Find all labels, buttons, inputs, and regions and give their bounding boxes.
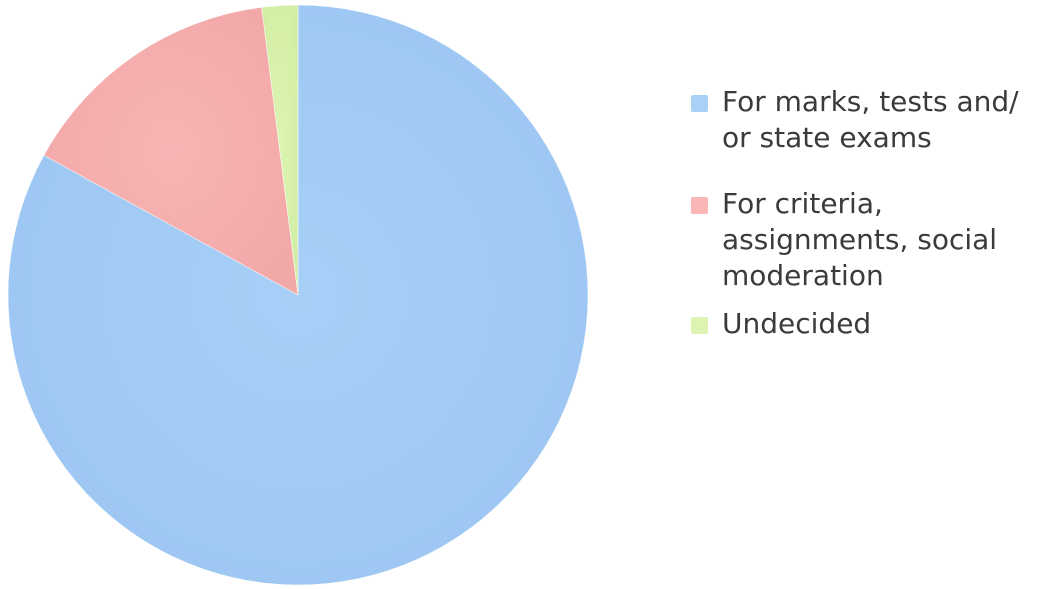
pie-slice-undecided — [261, 4, 299, 296]
legend-swatch-marks — [691, 95, 708, 112]
legend-item-criteria-assignments: For criteria, assignments, social modera… — [690, 186, 1045, 294]
legend-label-undecided: Undecided — [722, 307, 872, 340]
legend-item-marks-tests-exams: For marks, tests and/ or state exams — [690, 84, 1045, 156]
legend-label-criteria: For criteria, assignments, social modera… — [722, 187, 998, 292]
chart-legend: For marks, tests and/ or state exams For… — [690, 84, 1045, 368]
pie-slice-criteria-assignments — [43, 7, 299, 296]
legend-label-marks: For marks, tests and/ or state exams — [722, 85, 1019, 154]
legend-swatch-undecided — [691, 317, 708, 334]
legend-swatch-criteria — [691, 197, 708, 214]
pie-slices — [7, 4, 589, 586]
legend-item-undecided: Undecided — [690, 306, 1045, 342]
